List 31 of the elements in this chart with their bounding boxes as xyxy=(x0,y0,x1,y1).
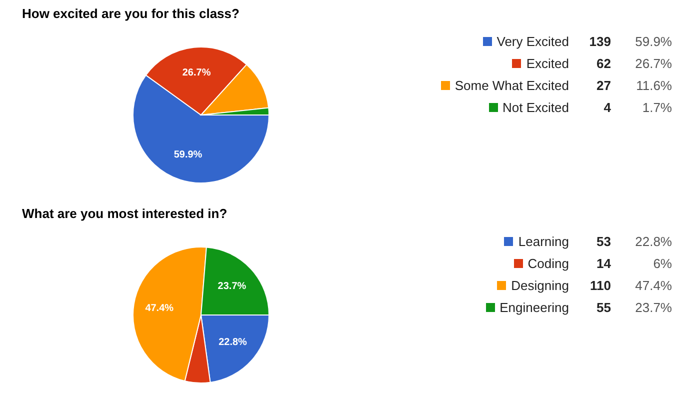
text: 47.4% xyxy=(634,276,673,294)
text: 6% xyxy=(652,254,673,272)
text: 62 xyxy=(596,54,612,72)
legend-label: Engineering xyxy=(498,298,570,317)
legend-label: Not Excited xyxy=(502,98,570,116)
text: 26.7% xyxy=(634,54,673,72)
text: 110 xyxy=(589,276,612,294)
text: 27 xyxy=(596,76,612,94)
text: 139 xyxy=(588,32,612,50)
data-label: 22.8% xyxy=(218,337,248,348)
legend-label: Designing xyxy=(510,276,570,295)
legend-label: Very Excited xyxy=(496,32,570,51)
text: 53 xyxy=(596,232,612,250)
chart-title: What are you most interested in? xyxy=(22,206,228,221)
legend-label: Some What Excited xyxy=(454,76,570,94)
text: 4 xyxy=(602,98,612,116)
text: 55 xyxy=(596,298,612,316)
text: 23.7% xyxy=(634,298,673,316)
data-label: 59.9% xyxy=(174,150,202,161)
legend-label: Excited xyxy=(525,54,570,72)
text: 22.8% xyxy=(634,232,673,250)
legend-label: Learning xyxy=(517,232,570,251)
data-label: 47.4% xyxy=(145,302,174,314)
legend-label: Coding xyxy=(526,254,570,273)
text: 14 xyxy=(596,254,612,272)
text: 1.7% xyxy=(641,98,673,116)
chart-title: How excited are you for this class? xyxy=(22,6,240,21)
text: 11.6% xyxy=(635,76,673,94)
data-label: 26.7% xyxy=(182,68,211,79)
data-label: 23.7% xyxy=(218,280,246,292)
text: 59.9% xyxy=(634,32,673,50)
